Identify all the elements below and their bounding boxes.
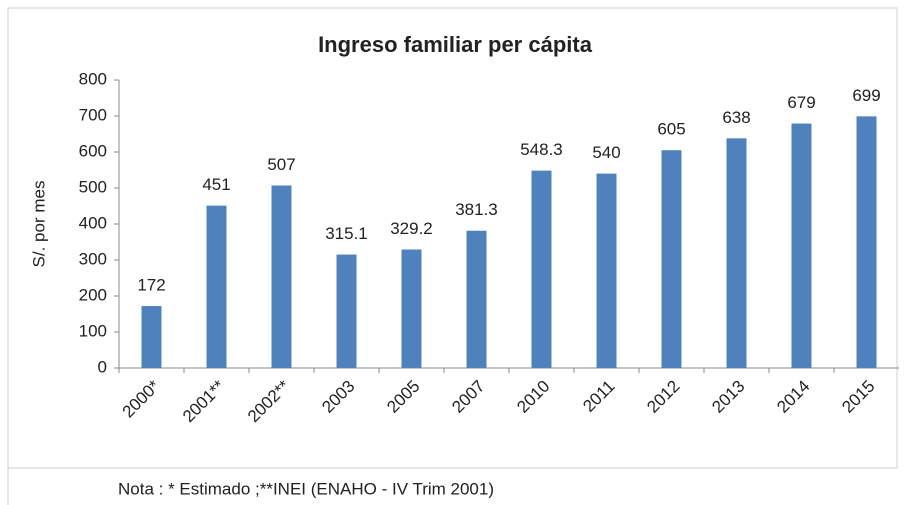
bar	[336, 254, 357, 368]
data-label: 605	[657, 120, 685, 139]
x-tick-label: 2012	[643, 377, 683, 417]
data-label: 172	[137, 276, 165, 295]
x-tick-label: 2007	[448, 377, 488, 417]
x-tick-label: 2015	[838, 377, 878, 417]
y-axis-label: S/. por mes	[29, 181, 48, 268]
data-label: 679	[787, 93, 815, 112]
note: Nota : * Estimado ;**INEI (ENAHO - IV Tr…	[118, 479, 494, 498]
data-label: 315.1	[325, 224, 368, 243]
x-tick-label: 2003	[318, 377, 358, 417]
bar	[466, 230, 487, 368]
x-tick-label: 2000*	[119, 376, 164, 421]
x-tick-label: 2001**	[179, 376, 229, 426]
bar	[596, 173, 617, 368]
x-tick-label: 2014	[773, 377, 813, 417]
x-tick-label: 2010	[513, 377, 553, 417]
data-label: 540	[592, 143, 620, 162]
data-label: 507	[267, 155, 295, 174]
y-tick-label: 300	[79, 249, 107, 268]
data-label: 699	[852, 86, 880, 105]
y-tick-label: 800	[79, 69, 107, 88]
chart-frame	[7, 7, 898, 469]
bar	[271, 185, 292, 368]
y-tick-label: 600	[79, 141, 107, 160]
x-tick-label: 2005	[383, 377, 423, 417]
y-tick-label: 100	[79, 321, 107, 340]
bar	[531, 170, 552, 368]
y-tick-label: 500	[79, 177, 107, 196]
y-tick-label: 200	[79, 285, 107, 304]
y-tick-label: 0	[98, 357, 107, 376]
data-label: 381.3	[455, 200, 498, 219]
bar	[206, 205, 227, 368]
x-tick-label: 2002**	[244, 376, 294, 426]
data-label: 548.3	[520, 140, 563, 159]
bar	[856, 116, 877, 368]
data-label: 451	[202, 175, 230, 194]
bar	[661, 150, 682, 368]
bar	[791, 123, 812, 368]
chart-title: Ingreso familiar per cápita	[318, 32, 593, 57]
data-label: 329.2	[390, 219, 433, 238]
data-label: 638	[722, 108, 750, 127]
bar	[401, 249, 422, 368]
x-tick-label: 2013	[708, 377, 748, 417]
x-tick-label: 2011	[579, 377, 618, 416]
bar	[726, 138, 747, 368]
y-tick-label: 400	[79, 213, 107, 232]
bar	[141, 306, 162, 368]
y-tick-label: 700	[79, 105, 107, 124]
